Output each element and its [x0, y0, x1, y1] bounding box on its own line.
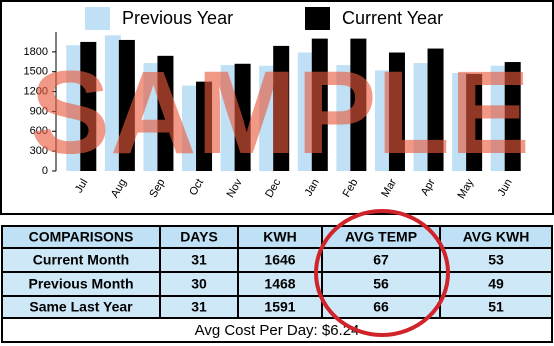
cell-text: 49	[488, 276, 504, 292]
bar	[157, 55, 174, 172]
cell-text: 31	[191, 299, 207, 315]
bar	[504, 62, 521, 171]
y-tick-label: 600	[30, 125, 48, 137]
watermark: SAMPLE	[30, 47, 530, 179]
bar	[374, 70, 391, 171]
bar	[80, 41, 97, 171]
bar	[234, 63, 251, 172]
bar	[118, 39, 135, 171]
table-cell	[439, 247, 553, 273]
bar	[66, 45, 83, 171]
table-cell	[321, 247, 441, 273]
bar	[388, 52, 405, 172]
cell-text: Same Last Year	[29, 299, 133, 315]
bar	[452, 73, 469, 171]
cell-text: 51	[488, 299, 504, 315]
cell-text: 1591	[264, 299, 295, 315]
comparison-table: COMPARISONS DAYS KWH AVG TEMP AVG KWH Current…	[1, 225, 553, 343]
column-header: KWH	[263, 229, 296, 245]
bar	[220, 65, 237, 171]
y-tick-label: 1500	[24, 66, 48, 78]
chart: Previous Year Current Year 0 300 600 900 1200 1…	[24, 7, 530, 201]
cell-text: 67	[373, 252, 389, 268]
bar	[413, 63, 430, 171]
legend-swatch	[305, 7, 330, 30]
legend-label: Current Year	[342, 8, 443, 28]
legend-label: Previous Year	[122, 8, 233, 28]
cell-text: Previous Month	[28, 276, 133, 292]
column-header: COMPARISONS	[29, 229, 134, 245]
column-header: AVG KWH	[463, 229, 530, 245]
bar	[259, 65, 276, 171]
cell-text: 31	[191, 252, 207, 268]
bar	[143, 63, 160, 171]
y-tick-label: 0	[42, 165, 48, 177]
footer-text: Avg Cost Per Day: $6.24	[195, 322, 360, 339]
column-header: AVG TEMP	[345, 229, 417, 245]
cell-text: 56	[373, 276, 389, 292]
bar	[182, 85, 199, 171]
bar	[466, 73, 483, 171]
y-tick-label: 300	[30, 145, 48, 157]
cell-text: 30	[191, 276, 207, 292]
cell-text: 1468	[264, 276, 295, 292]
bar	[196, 81, 213, 171]
legend-swatch	[85, 7, 110, 30]
bar	[336, 65, 353, 171]
cell-text: Current Month	[33, 252, 129, 268]
cell-text: 1646	[264, 252, 295, 268]
bar	[427, 48, 444, 171]
bar	[104, 35, 121, 171]
bar	[350, 38, 367, 171]
bar	[273, 45, 290, 171]
cell-text: 53	[488, 252, 504, 268]
bar	[311, 38, 328, 171]
table-footer	[1, 317, 553, 343]
y-tick-label: 1800	[24, 46, 48, 58]
bar	[297, 52, 314, 172]
y-tick-label: 900	[30, 105, 48, 117]
y-tick-label: 1200	[24, 85, 48, 97]
bar	[490, 65, 507, 171]
highlight-circle	[314, 209, 450, 337]
cell-text: 66	[373, 299, 389, 315]
column-header: DAYS	[180, 229, 218, 245]
